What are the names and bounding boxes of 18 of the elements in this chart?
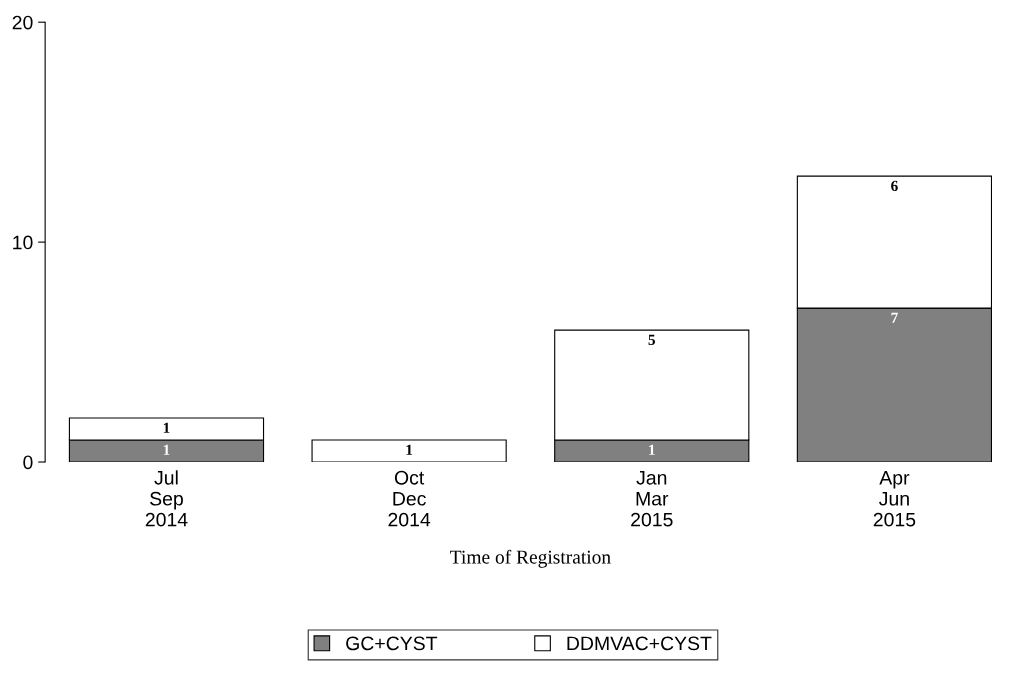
data-label: 1 — [649, 444, 655, 455]
y-tick-label: 10 — [13, 235, 33, 250]
legend-label: GC+CYST — [346, 636, 438, 651]
y-tick-label: 0 — [23, 455, 33, 470]
x-tick-label: Jul Sep 2014 — [145, 470, 188, 527]
data-label: 6 — [891, 180, 898, 192]
data-label: 1 — [163, 444, 170, 455]
data-label: 1 — [406, 444, 413, 455]
data-label: 7 — [891, 312, 898, 323]
x-tick-label: Apr Jun 2015 — [873, 471, 916, 527]
x-tick-label: Jan Mar 2015 — [631, 471, 673, 527]
y-tick-label: 20 — [12, 15, 33, 30]
data-label: 5 — [648, 334, 656, 345]
x-axis-title: Time of Registration — [450, 549, 611, 568]
bar — [311, 439, 507, 463]
x-tick-label: Oct Dec 2014 — [388, 470, 431, 527]
data-label: 1 — [163, 422, 170, 433]
legend-label: DDMVAC+CYST — [567, 636, 712, 651]
